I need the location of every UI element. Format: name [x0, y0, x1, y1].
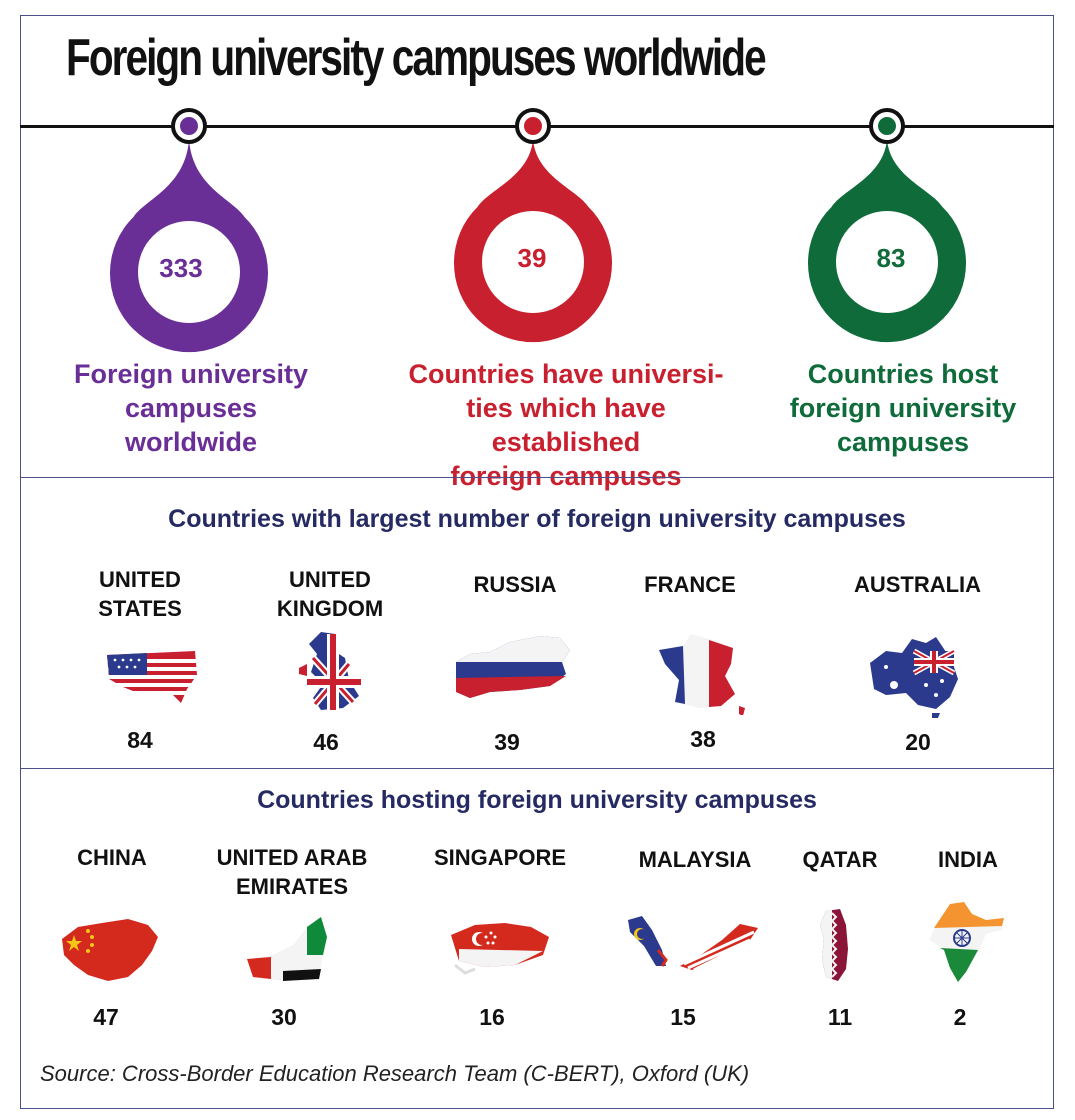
country-value: 39 — [494, 729, 520, 755]
malaysia-flag-map-icon — [628, 916, 758, 972]
country-value: 16 — [479, 1004, 505, 1030]
section-divider — [20, 768, 1054, 769]
stat-label-line: ties which have established — [466, 393, 666, 457]
stat-label-line: campuses — [124, 393, 258, 423]
stat-label-line: Countries host — [807, 359, 999, 389]
country-label: INDIA — [938, 847, 998, 872]
stat-label-line: foreign campuses — [450, 461, 682, 491]
source-note: Source: Cross-Border Education Research … — [40, 1061, 750, 1086]
country-label: QATAR — [802, 847, 878, 872]
stat-pin — [110, 108, 268, 353]
country-value: 11 — [827, 1004, 853, 1030]
country-value: 15 — [670, 1004, 696, 1030]
stat-label-origin-countries: Countries have universi- ties which have… — [391, 357, 741, 493]
singapore-flag-map-icon — [451, 923, 549, 975]
stat-value-host-countries: 83 — [876, 243, 906, 273]
country-label: FRANCE — [644, 572, 736, 597]
australia-flag-map-icon — [870, 637, 958, 718]
stat-pin — [807, 108, 966, 343]
country-value: 30 — [271, 1004, 297, 1030]
country-label: UNITED KINGDOM — [276, 567, 384, 621]
stat-value-campuses: 333 — [159, 253, 203, 283]
stat-label-line: worldwide — [124, 427, 257, 457]
section-divider — [20, 477, 1054, 478]
country-label: CHINA — [77, 845, 147, 870]
country-label: RUSSIA — [473, 572, 557, 597]
qatar-flag-map-icon — [820, 909, 848, 981]
country-value: 38 — [690, 726, 716, 752]
page-title: Foreign university campuses worldwide — [66, 29, 767, 87]
india-flag-map-icon — [930, 902, 1004, 982]
stat-label-host-countries: Countries host foreign university campus… — [763, 357, 1043, 459]
country-value: 2 — [953, 1004, 967, 1030]
infographic-frame — [20, 15, 1054, 1109]
usa-flag-map-icon — [107, 651, 199, 703]
stat-label-line: Countries have universi- — [408, 359, 724, 389]
country-value: 46 — [313, 729, 339, 755]
stat-label-line: Foreign university — [73, 359, 309, 389]
section-title-origin: Countries with largest number of foreign… — [168, 505, 906, 533]
country-label: SINGAPORE — [433, 845, 567, 870]
country-label: UNITED ARAB EMIRATES — [216, 845, 368, 899]
country-label: MALAYSIA — [638, 847, 752, 872]
stat-pins — [110, 108, 966, 353]
stat-value-origin-countries: 39 — [517, 243, 547, 273]
uae-flag-map-icon — [247, 917, 327, 981]
stat-label-line: foreign university — [789, 393, 1017, 423]
country-value: 20 — [905, 729, 931, 755]
stat-label-campuses: Foreign university campuses worldwide — [41, 357, 341, 459]
stat-label-line: campuses — [836, 427, 970, 457]
uk-flag-map-icon — [299, 632, 361, 710]
stat-pin — [454, 108, 612, 343]
france-flag-map-icon — [659, 634, 745, 715]
section-title-host: Countries hosting foreign university cam… — [257, 786, 817, 814]
china-flag-map-icon — [62, 919, 158, 981]
country-value: 47 — [93, 1004, 119, 1030]
country-label: UNITED STATES — [98, 567, 182, 621]
country-value: 84 — [127, 727, 153, 753]
russia-flag-map-icon — [456, 636, 570, 698]
country-label: AUSTRALIA — [853, 572, 982, 597]
